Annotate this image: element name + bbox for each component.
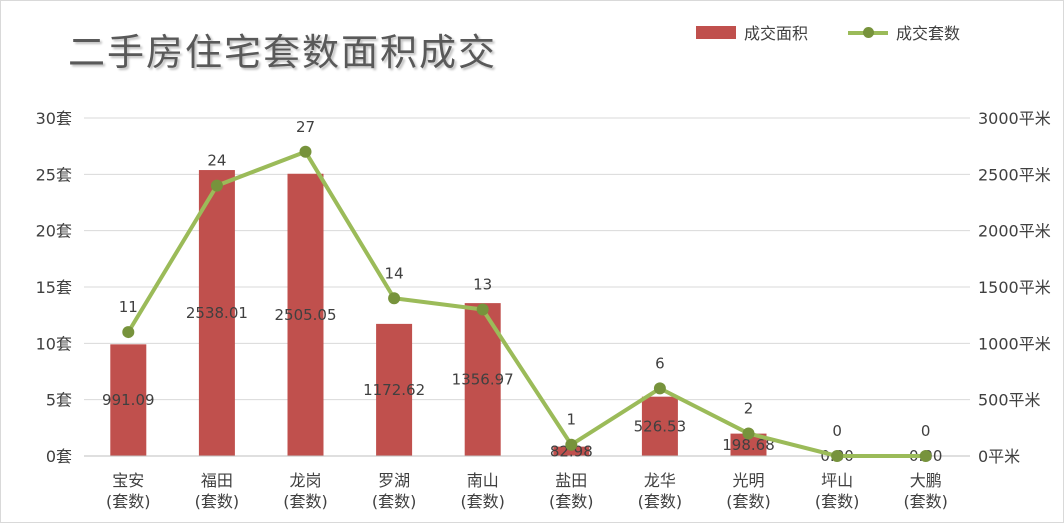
x-tick-sublabel: (套数) bbox=[903, 492, 948, 511]
bar-data-label: 1356.97 bbox=[452, 371, 514, 389]
line-data-label: 6 bbox=[655, 354, 665, 372]
line-data-label: 24 bbox=[207, 152, 226, 170]
x-tick-label: 坪山 bbox=[821, 471, 853, 490]
x-tick-sublabel: (套数) bbox=[106, 492, 151, 511]
x-tick-label: 盐田 bbox=[555, 471, 587, 490]
y-left-tick-label: 5套 bbox=[46, 391, 72, 410]
y-left-tick-label: 10套 bbox=[36, 334, 72, 353]
x-tick-sublabel: (套数) bbox=[372, 492, 417, 511]
bar-data-label: 2538.01 bbox=[186, 304, 248, 322]
x-tick-label: 宝安 bbox=[112, 471, 144, 490]
line-data-label: 1 bbox=[567, 411, 577, 429]
y-right-tick-label: 0平米 bbox=[978, 447, 1020, 466]
line-point bbox=[299, 145, 312, 158]
x-tick-label: 龙岗 bbox=[289, 471, 321, 490]
x-tick-label: 大鹏 bbox=[910, 471, 942, 490]
legend-label-count: 成交套数 bbox=[896, 24, 961, 43]
bar-data-label: 1172.62 bbox=[363, 381, 425, 399]
legend-label-area: 成交面积 bbox=[744, 24, 809, 43]
bar bbox=[730, 433, 767, 456]
line-data-label: 0 bbox=[921, 422, 931, 440]
y-right-tick-label: 3000平米 bbox=[978, 109, 1051, 128]
bar bbox=[110, 344, 147, 456]
line-data-label: 11 bbox=[119, 298, 138, 316]
line-point bbox=[653, 382, 666, 395]
line-point bbox=[742, 427, 755, 440]
line-point bbox=[122, 326, 135, 339]
bar-data-label: 526.53 bbox=[634, 417, 687, 435]
y-right-tick-label: 1500平米 bbox=[978, 278, 1051, 297]
legend: 成交面积 成交套数 bbox=[696, 20, 1000, 44]
x-tick-sublabel: (套数) bbox=[460, 492, 505, 511]
bar-data-label: 2505.05 bbox=[274, 306, 336, 324]
y-left-tick-label: 30套 bbox=[36, 109, 72, 128]
x-tick-label: 罗湖 bbox=[378, 471, 410, 490]
line-point bbox=[831, 450, 844, 462]
bar-data-label: 198.68 bbox=[722, 436, 775, 454]
bar-data-label: 82.98 bbox=[550, 442, 593, 460]
y-left-tick-label: 0套 bbox=[46, 447, 72, 466]
bar bbox=[287, 173, 324, 456]
line-point bbox=[210, 179, 223, 192]
line-point bbox=[388, 292, 401, 305]
y-right-tick-label: 2000平米 bbox=[978, 222, 1051, 241]
chart-title: 二手房住宅套数面积成交 bbox=[68, 31, 497, 74]
x-tick-sublabel: (套数) bbox=[195, 492, 240, 511]
legend-item-count: 成交套数 bbox=[848, 20, 960, 44]
x-tick-sublabel: (套数) bbox=[815, 492, 860, 511]
line-point bbox=[919, 450, 932, 462]
line-point bbox=[565, 438, 578, 451]
y-right-tick-label: 2500平米 bbox=[978, 165, 1051, 184]
y-left-tick-label: 15套 bbox=[36, 278, 72, 297]
x-tick-label: 龙华 bbox=[644, 471, 676, 490]
legend-line-swatch bbox=[848, 26, 889, 39]
legend-bar-swatch bbox=[696, 25, 736, 39]
bar-data-label: 991.09 bbox=[102, 391, 155, 409]
line-data-label: 2 bbox=[744, 399, 754, 417]
series-line bbox=[126, 149, 926, 458]
line-data-label: 0 bbox=[832, 422, 842, 440]
line-data-label: 27 bbox=[296, 118, 315, 136]
x-tick-label: 福田 bbox=[201, 471, 233, 490]
x-tick-sublabel: (套数) bbox=[549, 492, 594, 511]
bar bbox=[553, 446, 590, 456]
x-tick-sublabel: (套数) bbox=[283, 492, 328, 511]
x-tick-sublabel: (套数) bbox=[726, 492, 771, 511]
line-point bbox=[476, 303, 489, 316]
line-data-label: 13 bbox=[473, 276, 492, 294]
y-right-tick-label: 1000平米 bbox=[978, 334, 1051, 353]
y-left-tick-label: 20套 bbox=[36, 222, 72, 241]
x-tick-sublabel: (套数) bbox=[638, 492, 683, 511]
bar bbox=[641, 396, 678, 456]
line-data-label: 14 bbox=[385, 264, 404, 282]
legend-item-area: 成交面积 bbox=[696, 20, 808, 44]
x-tick-label: 南山 bbox=[467, 471, 499, 490]
y-right-tick-label: 500平米 bbox=[978, 391, 1041, 410]
bar bbox=[198, 170, 235, 456]
y-left-tick-label: 25套 bbox=[36, 165, 72, 184]
bar bbox=[376, 323, 413, 456]
x-tick-label: 光明 bbox=[732, 471, 764, 490]
